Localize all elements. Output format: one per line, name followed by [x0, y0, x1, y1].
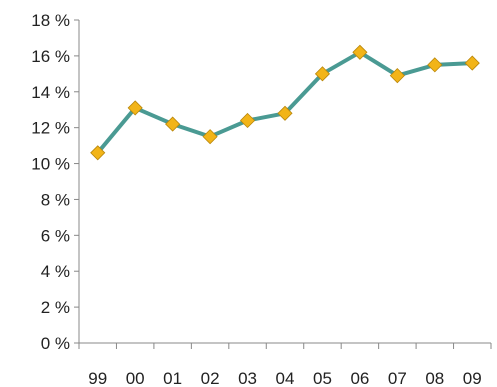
- x-tick-label: 08: [425, 369, 444, 387]
- x-tick-label: 04: [276, 369, 295, 387]
- y-tick-label: 12 %: [31, 119, 70, 138]
- y-tick-label: 2 %: [41, 298, 70, 317]
- y-tick-label: 14 %: [31, 83, 70, 102]
- x-tick-label: 09: [463, 369, 482, 387]
- data-point: [314, 66, 331, 82]
- y-tick-label: 4 %: [41, 262, 70, 281]
- data-point: [389, 68, 405, 84]
- x-tick-label: 03: [238, 369, 257, 387]
- data-point: [427, 57, 443, 73]
- data-point: [277, 105, 293, 121]
- x-tick-label: 01: [163, 369, 182, 387]
- x-tick-label: 02: [201, 369, 220, 387]
- data-point: [464, 55, 480, 71]
- y-tick-label: 6 %: [41, 226, 70, 245]
- series-line: [95, 50, 475, 155]
- y-tick-label: 18 %: [31, 11, 70, 30]
- x-tick-label: 05: [313, 369, 332, 387]
- series-line-group: [95, 50, 475, 155]
- y-tick-label: 8 %: [41, 190, 70, 209]
- data-point: [202, 129, 218, 145]
- data-point: [90, 145, 106, 161]
- y-axis: 0 % 2 % 4 % 6 % 8 % 10 % 12 % 14 % 16 % 18 %: [31, 11, 80, 353]
- data-markers: [90, 44, 480, 161]
- x-axis: 99 00 01 02 03 04 05 06 07 08 09: [78, 342, 492, 387]
- y-tick-label: 10 %: [31, 155, 70, 174]
- data-point: [239, 112, 256, 129]
- data-point: [127, 100, 143, 116]
- data-point: [352, 44, 368, 60]
- x-tick-label: 06: [350, 369, 369, 387]
- x-tick-label: 07: [388, 369, 407, 387]
- y-tick-label: 16 %: [31, 47, 70, 66]
- y-tick-label: 0 %: [41, 334, 70, 353]
- data-point: [165, 116, 181, 132]
- x-tick-label: 99: [88, 369, 107, 387]
- x-tick-label: 00: [126, 369, 145, 387]
